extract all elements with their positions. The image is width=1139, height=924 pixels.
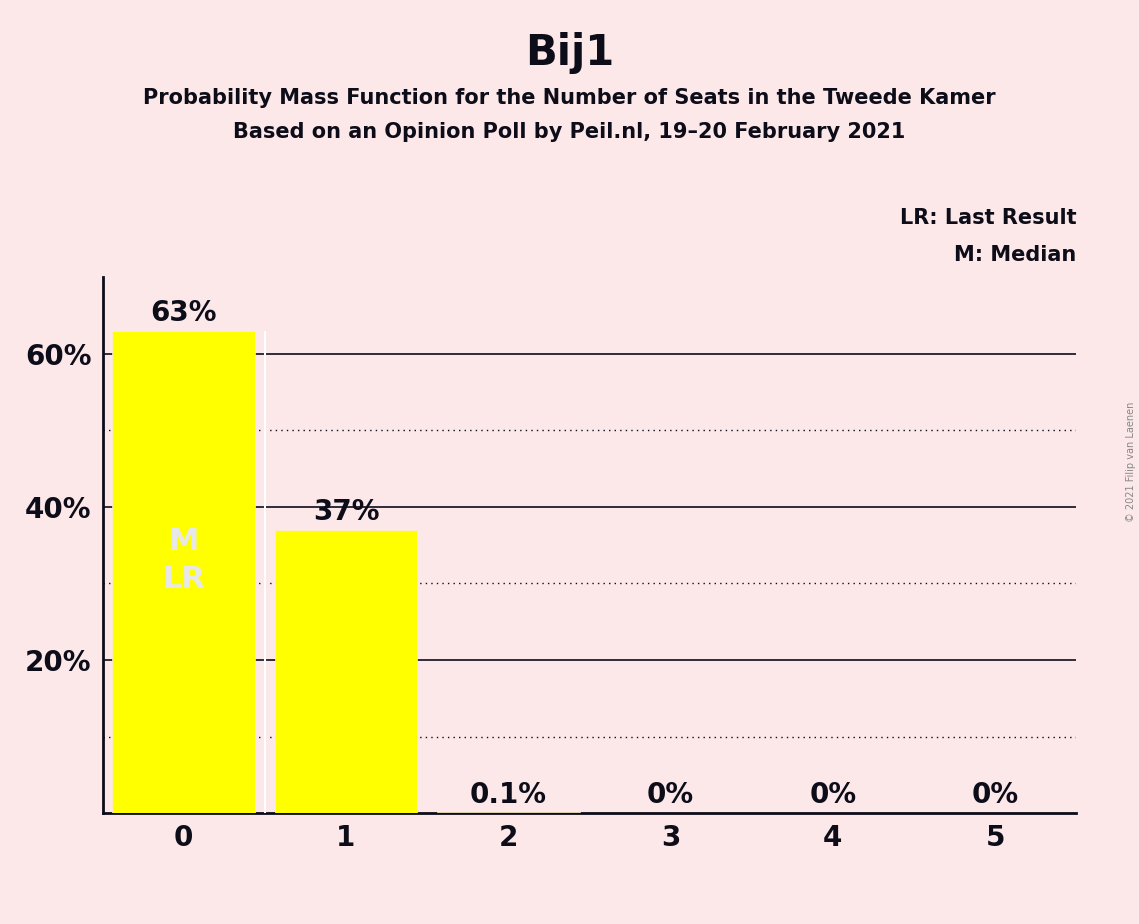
Text: M
LR: M LR [162, 527, 205, 594]
Text: 0%: 0% [810, 781, 857, 808]
Bar [274, 529, 417, 813]
Text: Based on an Opinion Poll by Peil.nl, 19–20 February 2021: Based on an Opinion Poll by Peil.nl, 19–… [233, 122, 906, 142]
Text: 37%: 37% [313, 498, 379, 526]
Text: M: Median: M: Median [954, 245, 1076, 265]
Text: 0%: 0% [647, 781, 694, 808]
Text: 63%: 63% [150, 299, 216, 327]
Text: LR: Last Result: LR: Last Result [900, 208, 1076, 227]
Bar [113, 331, 255, 813]
Text: 0.1%: 0.1% [469, 781, 547, 808]
Text: © 2021 Filip van Laenen: © 2021 Filip van Laenen [1126, 402, 1136, 522]
Text: Bij1: Bij1 [525, 32, 614, 74]
Text: Probability Mass Function for the Number of Seats in the Tweede Kamer: Probability Mass Function for the Number… [144, 88, 995, 108]
Text: 0%: 0% [972, 781, 1018, 808]
